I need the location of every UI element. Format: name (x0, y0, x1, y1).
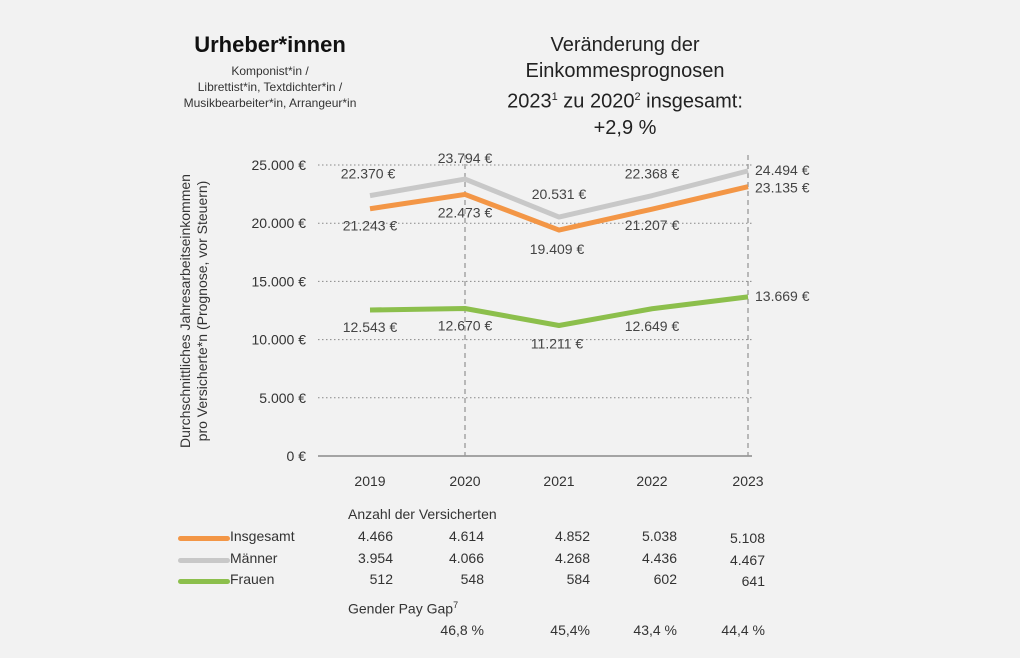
data-label: 24.494 € (755, 162, 810, 178)
subtitle-line: Musikbearbeiter*in, Arrangeur*in (183, 96, 357, 110)
legend-label: Frauen (230, 571, 275, 587)
table-cell: 641 (741, 573, 765, 589)
line-chart: 0 € 5.000 € 10.000 € 15.000 € 20.000 € 25.000… (177, 150, 810, 489)
x-tick-label: 2020 (449, 473, 480, 489)
y-axis-label: Durchschnittliches Jahresarbeitseinkomme… (177, 174, 210, 448)
table-cell: 4.066 (448, 549, 484, 566)
subtitle: Komponist*in / Librettist*in, Textdichte… (150, 63, 390, 111)
y-tick-label: 15.000 € (252, 273, 307, 289)
x-tick-label: 2021 (543, 473, 574, 489)
x-tick-label: 2022 (636, 473, 667, 489)
headline-part: 2023 (507, 90, 552, 113)
y-tick-label: 10.000 € (252, 332, 307, 348)
data-label: 21.243 € (343, 218, 398, 234)
data-label: 23.794 € (438, 150, 493, 166)
data-label: 11.211 € (531, 336, 584, 352)
y-tick-label: 20.000 € (252, 215, 307, 231)
table-cell: 5.038 (641, 528, 677, 544)
headline-line: Veränderung der (550, 34, 700, 56)
gap-value: 43,4 % (633, 622, 677, 638)
headline: Veränderung der Einkommesprognosen 20231… (480, 32, 770, 141)
footnote-7: 7 (453, 600, 459, 610)
data-label: 19.409 € (530, 241, 585, 257)
table-cell: 602 (653, 571, 677, 587)
data-label: 22.473 € (438, 204, 493, 220)
legend-swatch (178, 579, 230, 584)
series-line-männer (369, 168, 749, 220)
table-heading: Anzahl der Versicherten (348, 506, 497, 522)
footnote-2: 2 (634, 91, 641, 103)
table-cell: 3.954 (357, 549, 393, 566)
table-cell: 4.268 (554, 549, 590, 566)
page-title: Urheber*innen (194, 32, 346, 57)
gap-heading: Gender Pay Gap7 (348, 600, 458, 617)
legend-swatch (178, 557, 230, 563)
headline-line: Einkommesprognosen (525, 60, 725, 82)
data-label: 22.368 € (625, 166, 680, 182)
headline-line: 20231 zu 20202 insgesamt: (480, 84, 770, 115)
table-cell: 5.108 (729, 530, 765, 546)
gap-value: 45,4% (550, 622, 590, 638)
series-line-insgesamt (369, 184, 749, 233)
x-tick-label: 2023 (732, 473, 763, 489)
subtitle-line: Librettist*in, Textdichter*in / (197, 80, 343, 94)
data-label: 21.207 € (625, 217, 680, 233)
data-label: 22.370 € (341, 166, 396, 182)
y-tick-label: 25.000 € (252, 157, 307, 173)
data-label: 13.669 € (755, 288, 810, 304)
data-label: 12.543 € (343, 319, 398, 335)
headline-part: insgesamt: (640, 90, 743, 113)
table-cell: 548 (460, 571, 484, 587)
table-cell: 584 (566, 571, 590, 587)
gap-value: 44,4 % (721, 622, 765, 638)
y-tick-label: 5.000 € (259, 390, 306, 406)
data-label: 20.531 € (532, 186, 587, 202)
y-tick-label: 0 € (287, 448, 307, 464)
subtitle-line: Komponist*in / (231, 64, 309, 78)
gap-value: 46,8 % (440, 622, 484, 638)
headline-part: zu 2020 (557, 90, 635, 113)
data-label: 12.670 € (438, 318, 493, 334)
headline-value: +2,9 % (593, 116, 657, 139)
series-line-frauen (369, 294, 749, 329)
table-cell: 4.467 (729, 551, 765, 568)
table-cell: 4.466 (357, 528, 393, 544)
x-tick-label: 2019 (354, 473, 385, 489)
table-cell: 4.614 (448, 528, 484, 544)
table-cell: 512 (369, 571, 393, 587)
data-label: 23.135 € (755, 180, 810, 196)
legend-swatch (178, 536, 230, 541)
gap-heading-text: Gender Pay Gap (348, 600, 454, 617)
table-cell: 4.436 (641, 549, 677, 566)
legend-label: Männer (230, 549, 278, 566)
legend-label: Insgesamt (230, 528, 295, 544)
table-cell: 4.852 (554, 528, 590, 544)
data-label: 12.649 € (625, 318, 680, 334)
footnote-1: 1 (551, 91, 558, 103)
